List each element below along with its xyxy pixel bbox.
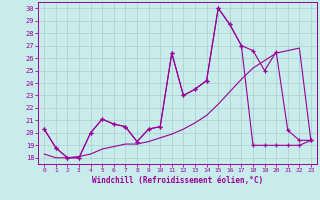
X-axis label: Windchill (Refroidissement éolien,°C): Windchill (Refroidissement éolien,°C) xyxy=(92,176,263,185)
